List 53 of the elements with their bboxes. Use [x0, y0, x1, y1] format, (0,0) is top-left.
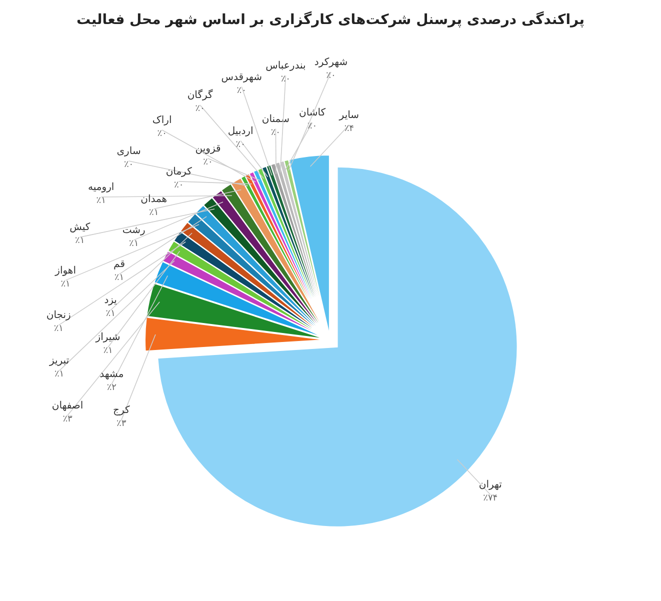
slice-label: سمنان [262, 114, 290, 125]
data-label: ٪۰ [326, 71, 336, 81]
data-label: ٪۰ [203, 158, 213, 168]
data-label: ٪۲ [106, 383, 117, 394]
data-label: ٪۱ [149, 208, 159, 218]
slice-label: تهران [478, 480, 502, 491]
slice-label: اراک [152, 115, 172, 126]
slice-label: ارومیه [88, 182, 114, 194]
slice-label: تبریز [48, 356, 70, 367]
data-label: ٪۰ [157, 129, 167, 140]
data-label: ٪۱ [129, 239, 139, 250]
slice-label: همدان [140, 194, 168, 205]
data-label: ٪۱ [103, 346, 113, 356]
data-label: ٪۰ [307, 122, 318, 132]
slice-label: زنجان [46, 310, 72, 322]
slice-label: ساری [116, 146, 141, 157]
slice-label: کرمان [166, 166, 192, 178]
slice-label: کیش [70, 222, 90, 234]
data-label: ٪۰ [280, 74, 291, 85]
data-label: ٪۱ [96, 196, 106, 206]
data-label: ٪۳ [62, 414, 73, 424]
data-label: ٪۳ [116, 418, 126, 429]
slice-label: کرج [113, 404, 130, 416]
chart-title: پراکندگی درصدی پرسنل شرکت‌های کارگزاری بر اساس شهر محل فعالیت [76, 11, 584, 28]
data-label: ٪۰ [174, 180, 184, 190]
slice-label: رشت [122, 225, 146, 236]
slice-label: گرگان [187, 89, 213, 102]
slice-label: قزوین [195, 144, 221, 155]
slice-label: شهرکرد [314, 57, 348, 68]
data-label: ٪۰ [236, 140, 246, 150]
slice-label: اصفهان [52, 400, 84, 412]
data-label: ٪۴ [344, 124, 354, 134]
slice-label: کاشان [298, 108, 326, 119]
data-label: ٪۰ [195, 104, 205, 114]
slice-label: قم [114, 259, 126, 270]
data-label: ٪۱ [106, 309, 116, 320]
data-label: ٪۰ [124, 160, 134, 170]
slice-label: اهواز [54, 265, 76, 276]
data-label: ٪۱ [114, 273, 124, 284]
slice-label: مشهد [100, 369, 124, 380]
slice-label: یزد [104, 295, 118, 306]
slice-label: سایر [338, 110, 360, 121]
slice-label: اردبیل [228, 126, 254, 137]
data-label: ٪۱ [54, 324, 64, 334]
slice-label: شیراز [94, 332, 120, 344]
data-label: ٪۰ [270, 128, 281, 138]
data-label: ٪۷۴ [483, 494, 498, 504]
data-label: ٪۰ [236, 86, 246, 96]
data-label: ٪۱ [75, 236, 85, 246]
slice-label: شهرقدس [221, 72, 262, 83]
slice-label: بندرعباس [266, 60, 306, 72]
data-label: ٪۱ [54, 370, 64, 380]
data-label: ٪۱ [60, 279, 70, 290]
